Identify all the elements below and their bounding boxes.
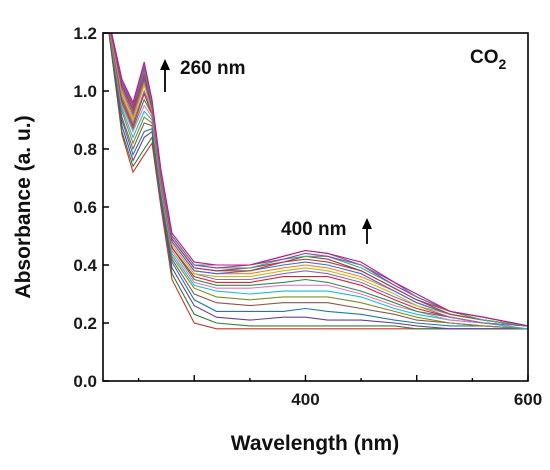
spectrum-line-7: [109, 33, 528, 330]
x-tick-label: 600: [514, 390, 542, 409]
y-tick-label: 0.6: [73, 198, 97, 217]
y-tick-label: 1.0: [73, 82, 97, 101]
spectrum-line-11: [109, 33, 528, 327]
spectrum-line-1: [108, 33, 528, 330]
spectrum-line-12: [110, 33, 528, 327]
gas-label: CO2: [470, 47, 507, 72]
spectrum-line-3: [108, 33, 528, 330]
spectrum-line-2: [108, 33, 528, 330]
y-tick-label: 0.0: [73, 372, 97, 391]
peak-label-260: 260 nm: [180, 58, 245, 79]
x-axis-title: Wavelength (nm): [231, 432, 399, 455]
spectrum-line-17: [110, 33, 528, 327]
y-tick-label: 0.2: [73, 314, 97, 333]
spectrum-line-5: [108, 33, 528, 330]
y-axis-title: Absorbance (a. u.): [12, 115, 35, 298]
spectrum-line-6: [109, 33, 528, 330]
gas-label-subscript: 2: [499, 56, 507, 72]
spectrum-line-10: [109, 33, 528, 327]
spectrum-line-15: [110, 33, 528, 327]
x-tick-label: 400: [291, 390, 319, 409]
spectrum-line-14: [110, 33, 528, 327]
spectrum-line-4: [108, 33, 528, 330]
spectrum-line-16: [110, 33, 528, 327]
peak-arrow-260: [160, 59, 170, 92]
spectrum-line-19: [111, 33, 528, 327]
y-tick-label: 0.8: [73, 140, 97, 159]
spectrum-line-9: [109, 33, 528, 327]
spectrum-line-13: [110, 33, 528, 327]
spectrum-line-8: [109, 33, 528, 327]
gas-label-main: CO: [470, 47, 499, 68]
axis-ticks: 0.0 0.2 0.4 0.6 0.8 1.0 1.2 400 600: [73, 24, 542, 409]
peak-label-400: 400 nm: [281, 219, 346, 240]
y-tick-label: 0.4: [73, 256, 97, 275]
spectrum-line-18: [110, 33, 528, 327]
plot-lines: [108, 33, 528, 330]
peak-arrow-400: [362, 218, 372, 244]
spectrum-line-20: [111, 33, 528, 327]
y-tick-label: 1.2: [73, 24, 97, 43]
